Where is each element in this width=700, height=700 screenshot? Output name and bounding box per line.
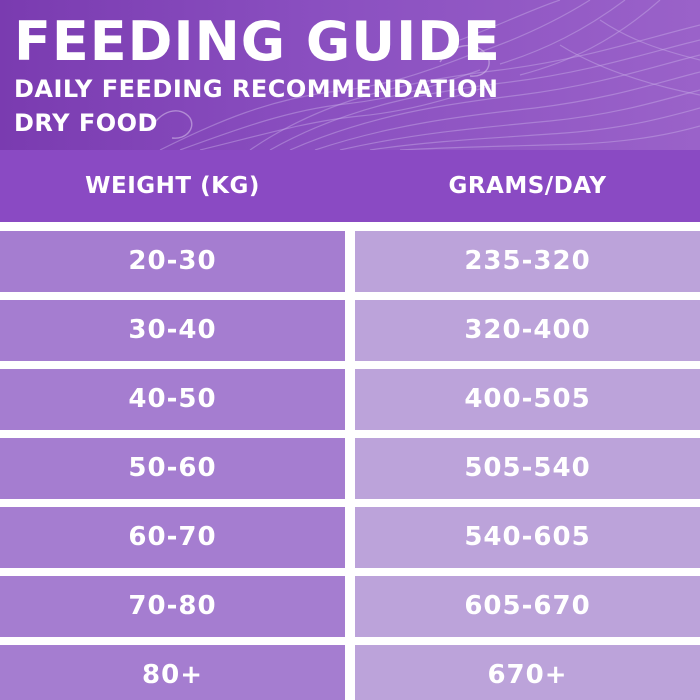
table-row: 80+ 670+ [0,645,700,700]
column-header-grams: GRAMS/DAY [448,173,607,199]
feeding-table: 20-30 235-320 30-40 320-400 40-50 400-50… [0,231,700,700]
page-title: FEEDING GUIDE [14,10,501,73]
table-row: 40-50 400-505 [0,369,700,430]
grams-cell: 605-670 [355,576,700,637]
grams-cell: 670+ [355,645,700,700]
header-banner: FEEDING GUIDE DAILY FEEDING RECOMMENDATI… [0,0,700,150]
weight-cell: 20-30 [0,231,345,292]
grams-cell: 505-540 [355,438,700,499]
grams-cell: 400-505 [355,369,700,430]
table-row: 70-80 605-670 [0,576,700,637]
weight-cell: 30-40 [0,300,345,361]
weight-cell: 80+ [0,645,345,700]
table-row: 20-30 235-320 [0,231,700,292]
grams-cell: 320-400 [355,300,700,361]
grams-cell: 540-605 [355,507,700,568]
page-subtitle: DAILY FEEDING RECOMMENDATION [14,75,499,103]
food-type-label: DRY FOOD [14,109,158,137]
table-header: WEIGHT (KG) GRAMS/DAY [0,150,700,222]
table-row: 60-70 540-605 [0,507,700,568]
weight-cell: 50-60 [0,438,345,499]
weight-cell: 70-80 [0,576,345,637]
wave-pattern [149,0,700,150]
weight-cell: 40-50 [0,369,345,430]
table-row: 30-40 320-400 [0,300,700,361]
column-header-weight: WEIGHT (KG) [85,173,260,199]
grams-cell: 235-320 [355,231,700,292]
weight-cell: 60-70 [0,507,345,568]
table-row: 50-60 505-540 [0,438,700,499]
